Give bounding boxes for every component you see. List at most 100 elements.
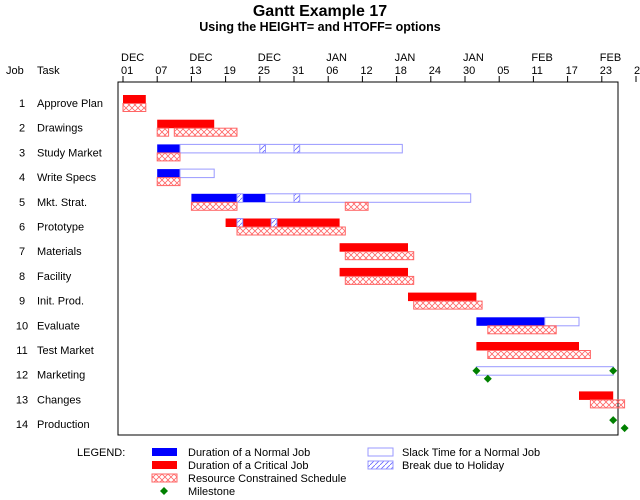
critical-bar xyxy=(476,342,579,351)
tick-day-label: 05 xyxy=(497,65,509,77)
job-number: 5 xyxy=(19,197,25,209)
task-name: Changes xyxy=(37,394,82,406)
job-number: 1 xyxy=(19,98,25,110)
resource-schedule-bar xyxy=(344,275,415,285)
tick-month-label: DEC xyxy=(121,52,144,64)
legend-title: LEGEND: xyxy=(77,447,125,459)
task-name: Drawings xyxy=(37,123,83,135)
resource-schedule-bar xyxy=(156,127,170,137)
milestone-marker xyxy=(609,366,618,375)
chart-title: Gantt Example 17 xyxy=(253,3,387,20)
tick-day-label: 06 xyxy=(326,65,338,77)
critical-bar xyxy=(157,119,215,129)
milestone-marker xyxy=(472,366,481,375)
resource-schedule-bar xyxy=(122,103,147,112)
normal-bar xyxy=(476,317,545,326)
tick-month-label: JAN xyxy=(395,52,416,64)
milestone-marker xyxy=(620,424,629,433)
tick-day-label: 29 xyxy=(634,65,640,77)
slack-bar xyxy=(179,143,403,154)
legend-swatch-milestone xyxy=(160,487,168,495)
task-name: Production xyxy=(37,419,90,431)
slack-bar xyxy=(544,316,580,327)
normal-bar xyxy=(191,193,266,203)
legend: LEGEND: Duration of a Normal Job Slack Tim… xyxy=(77,447,540,498)
tick-day-label: 17 xyxy=(566,65,578,77)
legend-label: Break due to Holiday xyxy=(402,460,505,472)
tick-day-label: 12 xyxy=(360,65,372,77)
task-name: Prototype xyxy=(37,222,84,234)
resource-schedule-bar xyxy=(413,300,483,310)
task-column-header: Task xyxy=(37,65,60,77)
holiday-break xyxy=(293,193,301,203)
critical-bar xyxy=(579,391,614,400)
critical-bar xyxy=(408,292,477,302)
holiday-break xyxy=(270,218,278,228)
task-name: Facility xyxy=(37,271,72,283)
critical-bar xyxy=(123,95,146,104)
job-number: 4 xyxy=(19,172,25,184)
critical-bar xyxy=(225,218,340,227)
job-number: 12 xyxy=(16,370,28,382)
tick-month-label: FEB xyxy=(531,52,552,64)
resource-schedule-bar xyxy=(487,350,591,359)
task-name: Test Market xyxy=(37,345,94,357)
job-number: 2 xyxy=(19,123,25,135)
critical-bar xyxy=(339,267,408,277)
job-number: 7 xyxy=(19,246,25,258)
tick-day-label: 13 xyxy=(189,65,201,77)
task-name: Write Specs xyxy=(37,172,97,184)
tick-month-label: FEB xyxy=(600,52,621,64)
task-name: Approve Plan xyxy=(37,98,103,110)
tick-day-label: 31 xyxy=(292,65,304,77)
resource-schedule-bar xyxy=(487,325,557,335)
legend-swatch-normal xyxy=(152,448,177,456)
task-name: Init. Prod. xyxy=(37,296,84,308)
legend-swatch-slack xyxy=(367,447,394,457)
job-number: 14 xyxy=(16,419,28,431)
tick-day-label: 07 xyxy=(155,65,167,77)
normal-bar xyxy=(157,169,180,178)
tick-day-label: 11 xyxy=(531,65,542,77)
job-number: 6 xyxy=(19,222,25,234)
job-number: 11 xyxy=(16,345,27,357)
tick-day-label: 30 xyxy=(463,65,475,77)
milestone-marker xyxy=(483,374,492,383)
holiday-break xyxy=(236,218,244,228)
job-number: 3 xyxy=(19,147,25,159)
tick-month-label: JAN xyxy=(463,52,484,64)
tick-month-label: JAN xyxy=(326,52,347,64)
legend-label: Milestone xyxy=(188,486,235,498)
task-name: Marketing xyxy=(37,370,85,382)
tick-month-label: DEC xyxy=(258,52,281,64)
legend-label: Slack Time for a Normal Job xyxy=(402,447,540,459)
slack-bar xyxy=(475,366,614,376)
job-number: 13 xyxy=(16,394,28,406)
milestone-marker xyxy=(609,416,618,425)
tick-day-label: 19 xyxy=(224,65,236,77)
legend-label: Resource Constrained Schedule xyxy=(188,473,346,485)
job-column-header: Job xyxy=(6,65,24,77)
resource-schedule-bar xyxy=(344,201,369,211)
task-rows: 1 Approve Plan 2 Drawings 3 Study Market 4 Writ… xyxy=(16,95,629,433)
holiday-break xyxy=(293,143,301,154)
job-number: 10 xyxy=(16,320,28,332)
legend-swatch-resource xyxy=(151,473,178,483)
task-name: Materials xyxy=(37,246,82,258)
tick-day-label: 23 xyxy=(600,65,612,77)
legend-label: Duration of a Critical Job xyxy=(188,460,308,472)
resource-schedule-bar xyxy=(173,127,238,137)
resource-schedule-bar xyxy=(156,152,181,162)
tick-day-label: 24 xyxy=(429,65,441,77)
legend-swatch-holiday xyxy=(367,460,394,470)
legend-label: Duration of a Normal Job xyxy=(188,447,310,459)
job-number: 9 xyxy=(19,296,25,308)
holiday-break xyxy=(236,193,244,203)
tick-day-label: 01 xyxy=(121,65,133,77)
tick-day-label: 18 xyxy=(395,65,407,77)
holiday-break xyxy=(259,143,266,154)
legend-swatch-critical xyxy=(152,461,177,469)
task-name: Mkt. Strat. xyxy=(37,197,87,209)
